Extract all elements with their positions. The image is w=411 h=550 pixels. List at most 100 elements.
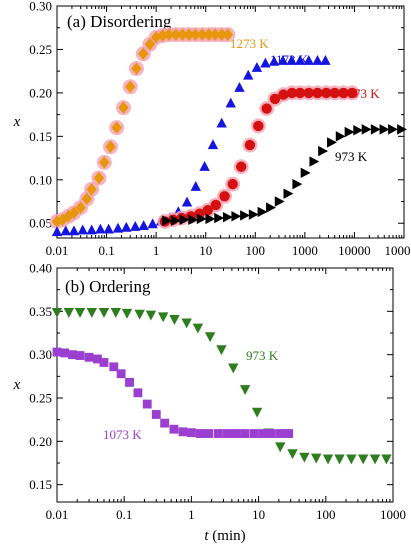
y-tick-label: 0.25 [29,42,52,57]
data-point [111,121,122,134]
data-point [93,354,102,364]
data-point [195,429,205,438]
data-point [207,139,219,150]
data-point [130,220,141,231]
data-point [99,156,110,169]
x-tick-label: 100 [316,507,336,522]
data-point [231,211,242,222]
data-point [338,87,349,99]
data-point [266,429,276,438]
data-point [329,87,340,99]
data-point [334,454,345,465]
data-point [144,37,156,51]
data-point [216,345,227,356]
y-tick-label: 0.20 [29,434,52,449]
data-point [294,87,306,99]
data-point [284,429,294,438]
data-point [147,218,158,229]
series-973-k [162,124,407,226]
data-point [257,206,268,218]
data-point [75,201,86,214]
data-point [170,28,182,41]
data-point [397,124,407,135]
data-point [303,87,314,99]
data-point [344,126,355,138]
series-973-k [51,308,392,465]
data-point [75,351,85,360]
data-point [321,87,332,99]
series-1073-k [52,347,294,438]
data-point [244,139,256,151]
data-point [275,429,285,438]
data-point [335,131,346,142]
data-point [266,202,276,213]
data-point [169,424,179,434]
data-point [222,28,234,41]
data-point [318,145,329,157]
data-point [214,212,225,224]
x-tick-label: 10 [199,243,212,258]
data-point [112,222,124,233]
x-tick-label: 0.01 [46,243,69,258]
data-point [188,214,199,225]
x-tick-label: 1 [188,507,195,522]
data-point [261,103,272,114]
x-tick-label: 10 [252,507,265,522]
data-point [103,223,114,234]
data-point [225,97,236,108]
data-point [86,308,98,318]
panel-a-disordering: 0.01 0.1 1 10 100 1000 10000 100000 0.05 0.10 0.15… [13,0,411,258]
data-point [205,213,216,225]
series-1273-k [49,27,236,229]
data-point [379,124,390,135]
data-point [93,171,105,185]
data-point [240,210,251,221]
data-point [163,28,174,41]
data-point [219,191,230,202]
data-point [99,358,109,367]
data-point [162,215,172,226]
data-point [145,310,157,321]
data-point [121,308,133,319]
data-point [327,137,337,148]
y-tick-label: 0.20 [29,85,52,100]
data-point [249,429,259,438]
data-point [131,62,142,75]
data-point [157,312,169,323]
data-point [346,87,358,99]
series-label: 973 K [246,348,279,363]
x-tick-label: 1000 [292,243,318,258]
panel-title: (b) Ordering [65,277,151,296]
data-point [197,28,208,41]
data-point [199,161,210,171]
data-point [186,428,196,438]
data-point [118,101,129,114]
data-point [109,362,119,372]
data-point [138,220,149,230]
x-axis-title: t (min) [204,528,245,544]
data-point [116,369,126,379]
data-point [311,453,322,464]
data-point [381,454,392,465]
data-point [170,215,181,226]
data-point [190,181,201,191]
data-point [105,140,116,154]
y-tick-label: 0.30 [29,0,52,14]
panel-title: (a) Disordering [67,12,172,31]
data-point [179,214,190,225]
plot-frame [56,267,394,503]
x-tick-label: 1000 [380,507,406,522]
data-point [183,28,195,41]
data-point [283,188,294,199]
data-point [68,225,80,236]
data-point [216,28,227,41]
data-point [278,89,289,100]
data-point [346,454,357,465]
y-tick-label: 0.30 [29,347,52,362]
data-point [222,429,232,438]
data-point [157,29,168,42]
data-point [268,55,280,66]
data-point [353,125,364,136]
data-point [312,55,323,65]
y-tick-label: 0.10 [29,172,52,187]
